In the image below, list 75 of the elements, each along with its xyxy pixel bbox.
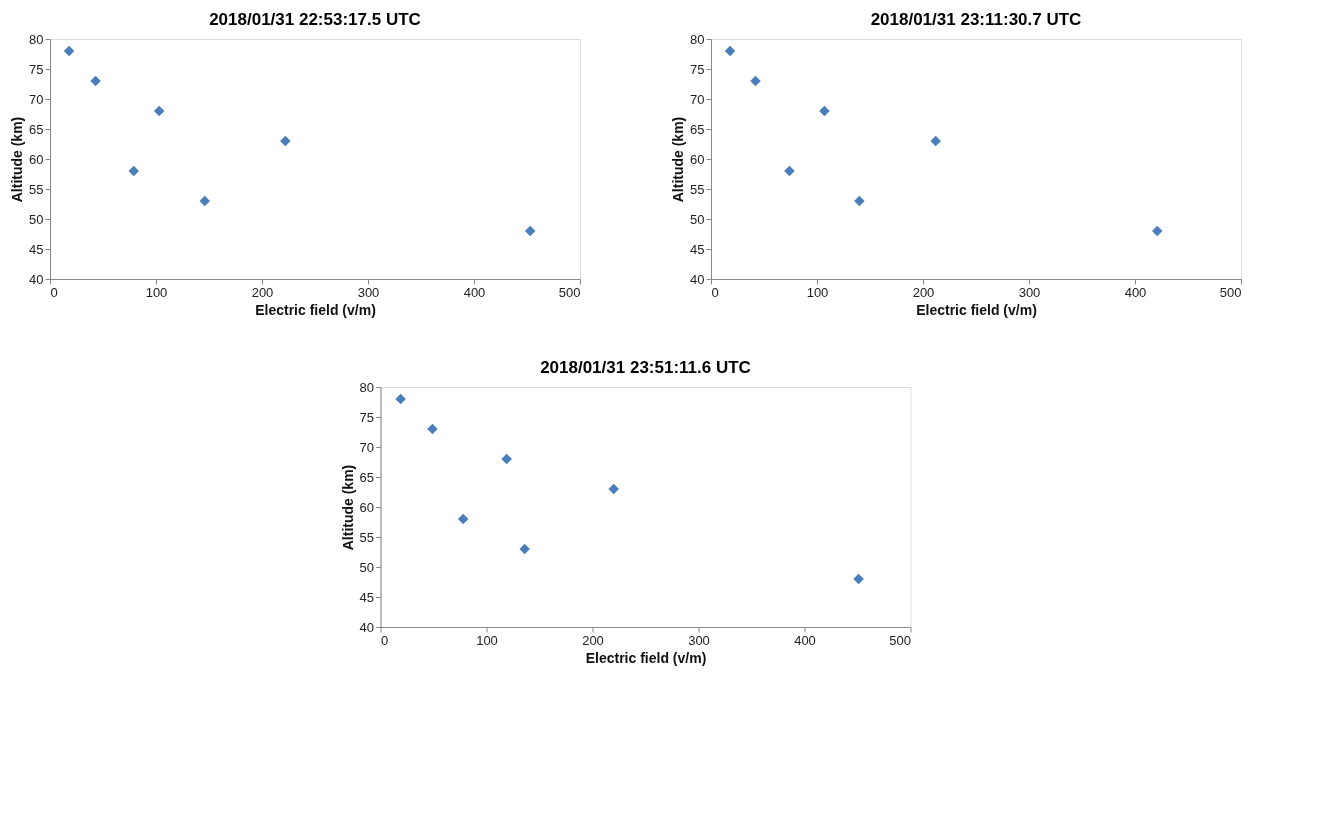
point: [519, 543, 530, 555]
chart-title: 2018/01/31 23:11:30.7 UTC: [870, 10, 1082, 29]
y-axis-title: Altitude (km): [670, 116, 687, 203]
point: [608, 483, 619, 495]
y-tick-label: 80: [690, 31, 705, 47]
y-tick-label: 50: [359, 559, 374, 575]
point: [90, 75, 101, 87]
point: [819, 105, 830, 117]
y-tick-label: 50: [29, 211, 44, 227]
x-tick-label: 100: [806, 284, 829, 300]
y-tick-label: 70: [359, 439, 374, 455]
x-tick-label: 300: [688, 632, 710, 648]
x-axis-title: Electric field (v/m): [585, 649, 707, 666]
y-tick-label: 70: [690, 91, 705, 107]
y-tick-label: 60: [359, 499, 374, 515]
point: [1152, 225, 1163, 237]
point: [853, 573, 864, 585]
y-tick-label: 65: [29, 121, 44, 137]
y-tick-label: 75: [29, 61, 44, 77]
x-tick-label: 300: [357, 284, 380, 300]
point: [524, 225, 536, 237]
x-axis-title: Electric field (v/m): [916, 301, 1037, 318]
y-tick-label: 75: [690, 61, 705, 77]
x-tick-label: 400: [794, 632, 816, 648]
x-tick-label: 200: [582, 632, 604, 648]
point: [784, 165, 795, 177]
y-tick-label: 45: [359, 589, 374, 605]
y-tick-label: 45: [690, 241, 705, 257]
y-tick-label: 55: [359, 529, 374, 545]
point: [724, 45, 736, 57]
y-tick-label: 80: [29, 31, 44, 47]
x-tick-label: 200: [912, 284, 935, 300]
x-axis-title: Electric field (v/m): [255, 301, 376, 318]
x-tick-label: 0: [50, 284, 58, 300]
y-tick-label: 50: [690, 211, 705, 227]
point: [750, 75, 761, 87]
x-tick-label: 300: [1018, 284, 1041, 300]
point: [128, 165, 139, 177]
x-tick-label: 400: [1124, 284, 1147, 300]
chart-title: 2018/01/31 23:51:11.6 UTC: [540, 358, 751, 377]
y-tick-label: 45: [29, 241, 44, 257]
y-tick-label: 60: [29, 151, 44, 167]
y-tick-label: 75: [359, 409, 374, 425]
point: [457, 513, 469, 525]
y-tick-label: 55: [29, 181, 44, 197]
x-tick-label: 400: [463, 284, 486, 300]
point: [280, 135, 291, 147]
point: [930, 135, 941, 147]
chart-title: 2018/01/31 22:53:17.5 UTC: [209, 10, 421, 29]
x-tick-label: 0: [711, 284, 719, 300]
y-tick-label: 55: [690, 181, 705, 197]
x-tick-label: 100: [476, 632, 498, 648]
y-tick-label: 60: [690, 151, 705, 167]
y-tick-label: 40: [29, 271, 44, 287]
y-tick-label: 40: [359, 619, 374, 635]
y-tick-label: 65: [359, 469, 374, 485]
point: [501, 453, 512, 465]
point: [854, 195, 865, 207]
x-tick-label: 500: [889, 632, 911, 648]
x-tick-label: 200: [251, 284, 274, 300]
x-tick-label: 500: [1219, 284, 1242, 300]
x-tick-label: 0: [381, 632, 389, 648]
x-tick-label: 100: [145, 284, 168, 300]
y-tick-label: 65: [690, 121, 705, 137]
y-axis-title: Altitude (km): [339, 464, 356, 551]
y-axis-title: Altitude (km): [9, 116, 26, 203]
point: [427, 423, 438, 435]
y-tick-label: 70: [29, 91, 44, 107]
point: [63, 45, 75, 57]
point: [199, 195, 210, 207]
point: [153, 105, 165, 117]
y-tick-label: 40: [690, 271, 705, 287]
point: [395, 393, 406, 405]
y-tick-label: 80: [359, 379, 374, 395]
x-tick-label: 500: [558, 284, 581, 300]
